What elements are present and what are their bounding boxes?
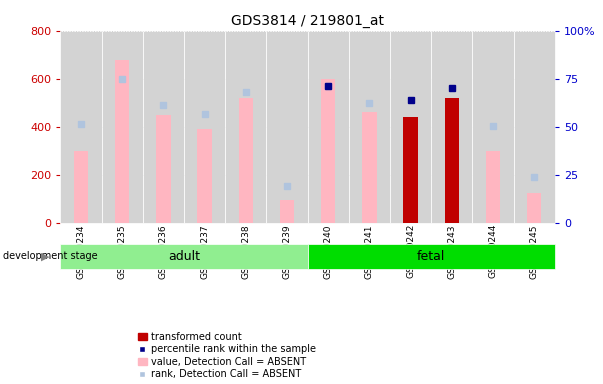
Text: development stage: development stage — [3, 251, 98, 262]
Title: GDS3814 / 219801_at: GDS3814 / 219801_at — [231, 14, 384, 28]
Bar — [390, 31, 431, 223]
Bar — [143, 31, 184, 223]
Bar — [197, 129, 212, 223]
Bar — [184, 31, 225, 223]
Bar — [101, 31, 143, 223]
Bar — [486, 151, 500, 223]
Bar — [280, 200, 294, 223]
Bar — [156, 115, 171, 223]
Bar — [321, 79, 335, 223]
Bar — [308, 31, 349, 223]
Bar — [308, 244, 555, 269]
Bar — [514, 31, 555, 223]
Bar — [60, 244, 308, 269]
Bar — [472, 31, 514, 223]
Legend: transformed count, percentile rank within the sample, value, Detection Call = AB: transformed count, percentile rank withi… — [137, 332, 316, 379]
Bar — [60, 31, 101, 223]
Bar — [527, 193, 541, 223]
Text: adult: adult — [168, 250, 200, 263]
Bar — [115, 60, 129, 223]
Bar — [362, 113, 376, 223]
Bar — [239, 98, 253, 223]
Bar — [267, 31, 308, 223]
Text: fetal: fetal — [417, 250, 446, 263]
Bar — [349, 31, 390, 223]
Bar — [225, 31, 267, 223]
Bar — [431, 31, 472, 223]
Bar — [444, 98, 459, 223]
Bar — [403, 117, 418, 223]
Text: ▶: ▶ — [41, 251, 49, 262]
Bar — [74, 151, 88, 223]
